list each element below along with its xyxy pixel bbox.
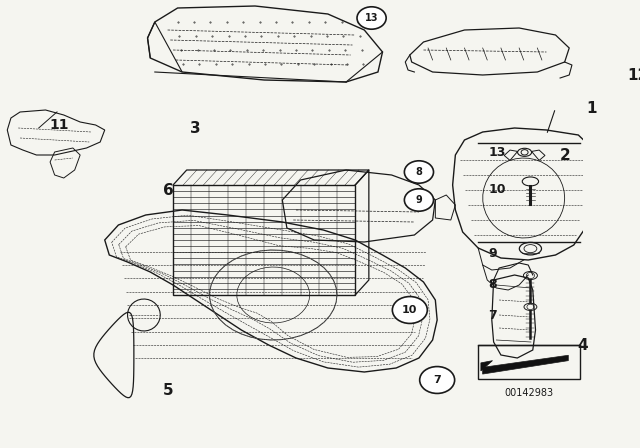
Text: 10: 10 <box>488 182 506 196</box>
Text: 9: 9 <box>488 246 497 260</box>
Text: 12: 12 <box>627 68 640 82</box>
Text: 13: 13 <box>365 13 378 23</box>
Text: 5: 5 <box>163 383 174 397</box>
Text: 4: 4 <box>577 337 588 353</box>
Circle shape <box>404 161 433 183</box>
Text: 8: 8 <box>488 278 497 291</box>
Bar <box>478 345 580 379</box>
Text: 10: 10 <box>402 305 417 315</box>
Circle shape <box>404 189 433 211</box>
Text: 3: 3 <box>191 121 201 135</box>
Text: 8: 8 <box>415 167 422 177</box>
Text: 7: 7 <box>488 309 497 323</box>
Text: 2: 2 <box>559 147 570 163</box>
Text: 13: 13 <box>488 146 506 159</box>
Text: 7: 7 <box>433 375 441 385</box>
Text: 9: 9 <box>415 195 422 205</box>
Text: 6: 6 <box>163 182 174 198</box>
Circle shape <box>392 297 428 323</box>
Circle shape <box>420 366 454 393</box>
Text: 11: 11 <box>49 118 69 132</box>
Polygon shape <box>483 355 568 374</box>
Circle shape <box>357 7 386 29</box>
Polygon shape <box>481 361 493 371</box>
Text: 00142983: 00142983 <box>504 388 554 397</box>
Text: 1: 1 <box>587 100 597 116</box>
